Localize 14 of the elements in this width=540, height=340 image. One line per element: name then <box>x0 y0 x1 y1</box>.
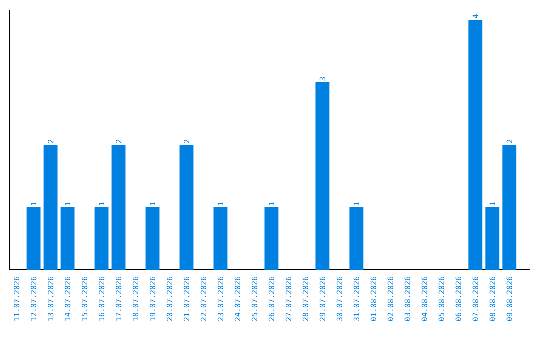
bar <box>316 82 330 270</box>
bar <box>350 208 364 270</box>
bar <box>94 208 109 270</box>
bar <box>44 144 58 270</box>
bar <box>180 144 194 270</box>
bar <box>468 20 483 270</box>
bar <box>486 208 500 270</box>
bar <box>112 144 126 270</box>
bar <box>214 208 228 270</box>
bar <box>60 208 75 270</box>
bar <box>26 208 41 270</box>
bar <box>502 144 517 270</box>
bar <box>146 208 160 270</box>
bar <box>264 208 279 270</box>
